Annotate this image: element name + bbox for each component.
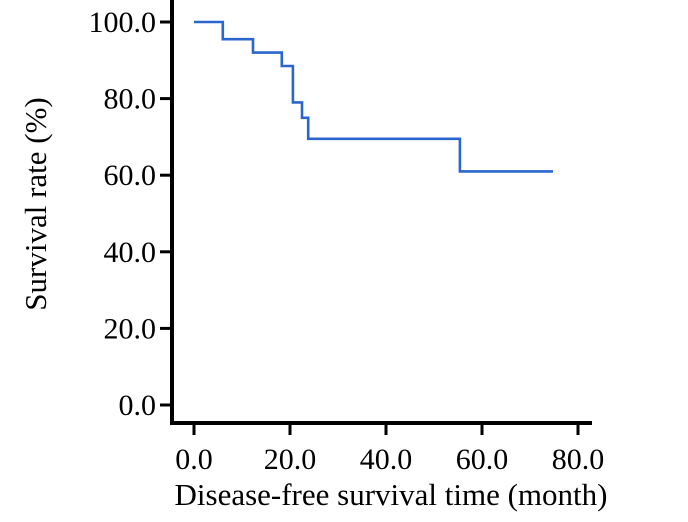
- x-axis-tick-labels: 0.0 20.0 40.0 60.0 80.0: [175, 443, 604, 476]
- y-tick-label: 0.0: [119, 389, 157, 422]
- x-tick-label: 80.0: [552, 443, 605, 476]
- y-axis-title: Survival rate (%): [18, 97, 53, 310]
- x-tick-label: 0.0: [175, 443, 213, 476]
- y-tick-label: 80.0: [104, 83, 157, 116]
- survival-curve: [194, 20, 553, 173]
- x-axis-title: Disease-free survival time (month): [175, 477, 608, 512]
- y-tick-label: 60.0: [104, 159, 157, 192]
- x-tick-label: 20.0: [264, 443, 317, 476]
- x-axis-ticks: [192, 423, 580, 435]
- y-axis-tick-labels: 0.0 20.0 40.0 60.0 80.0 100.0: [89, 6, 157, 422]
- y-tick-label: 40.0: [104, 236, 157, 269]
- y-axis-ticks: [160, 20, 172, 407]
- y-tick-label: 100.0: [89, 6, 157, 39]
- x-tick-label: 60.0: [456, 443, 509, 476]
- x-tick-label: 40.0: [360, 443, 413, 476]
- y-tick-label: 20.0: [104, 312, 157, 345]
